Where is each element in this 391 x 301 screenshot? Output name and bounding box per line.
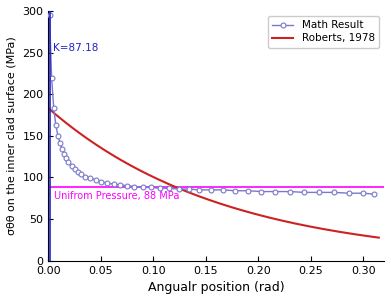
Math Result (51, 107, 56, 110)
Roberts, 1978 (346, 231, 350, 235)
Roberts, 1978 (248, 211, 253, 215)
Math Result (125, 184, 129, 188)
Math Result (371, 192, 376, 196)
Line: Roberts, 1978: Roberts, 1978 (48, 108, 379, 237)
Math Result (117, 183, 122, 187)
Math Result (88, 176, 93, 180)
Math Result (79, 172, 83, 176)
Math Result (317, 191, 321, 194)
Roberts, 1978 (46, 107, 51, 110)
Math Result (58, 141, 63, 145)
Roberts, 1978 (325, 228, 329, 231)
Math Result (361, 191, 366, 195)
Math Result (75, 170, 80, 173)
Math Result (105, 182, 109, 185)
Math Result (56, 134, 60, 138)
Text: K=87.18: K=87.18 (53, 43, 98, 53)
Math Result (69, 164, 74, 168)
Math Result (62, 152, 66, 156)
Math Result (259, 190, 264, 193)
Math Result (140, 186, 145, 189)
Roberts, 1978 (243, 209, 248, 213)
Math Result (157, 186, 162, 190)
Math Result (302, 191, 307, 194)
Text: Unifrom Pressure, 88 MPa: Unifrom Pressure, 88 MPa (54, 191, 179, 201)
Math Result (209, 188, 213, 192)
Math Result (233, 189, 237, 193)
Math Result (197, 188, 202, 192)
Math Result (132, 185, 137, 188)
Roberts, 1978 (377, 236, 381, 239)
Math Result (220, 188, 225, 192)
Math Result (187, 187, 191, 191)
Y-axis label: σθθ on the inner clad surface (MPa): σθθ on the inner clad surface (MPa) (7, 36, 17, 235)
Math Result (99, 180, 103, 183)
Math Result (83, 175, 88, 178)
Math Result (167, 186, 171, 190)
Math Result (273, 190, 277, 193)
Math Result (111, 182, 116, 186)
Math Result (287, 190, 292, 193)
Math Result (66, 160, 71, 163)
Math Result (332, 191, 336, 194)
Math Result (93, 178, 98, 182)
Math Result (149, 186, 154, 189)
Math Result (72, 167, 77, 171)
Math Result (246, 189, 250, 193)
Roberts, 1978 (47, 107, 52, 111)
Math Result (176, 187, 181, 191)
Math Result (47, 13, 52, 17)
Legend: Math Result, Roberts, 1978: Math Result, Roberts, 1978 (268, 16, 379, 48)
Roberts, 1978 (242, 209, 246, 213)
Math Result (54, 123, 58, 127)
Line: Math Result: Math Result (47, 13, 376, 197)
X-axis label: Angualr position (rad): Angualr position (rad) (148, 281, 285, 294)
Math Result (64, 157, 69, 160)
Math Result (49, 76, 54, 79)
Math Result (60, 147, 65, 151)
Math Result (347, 191, 352, 195)
